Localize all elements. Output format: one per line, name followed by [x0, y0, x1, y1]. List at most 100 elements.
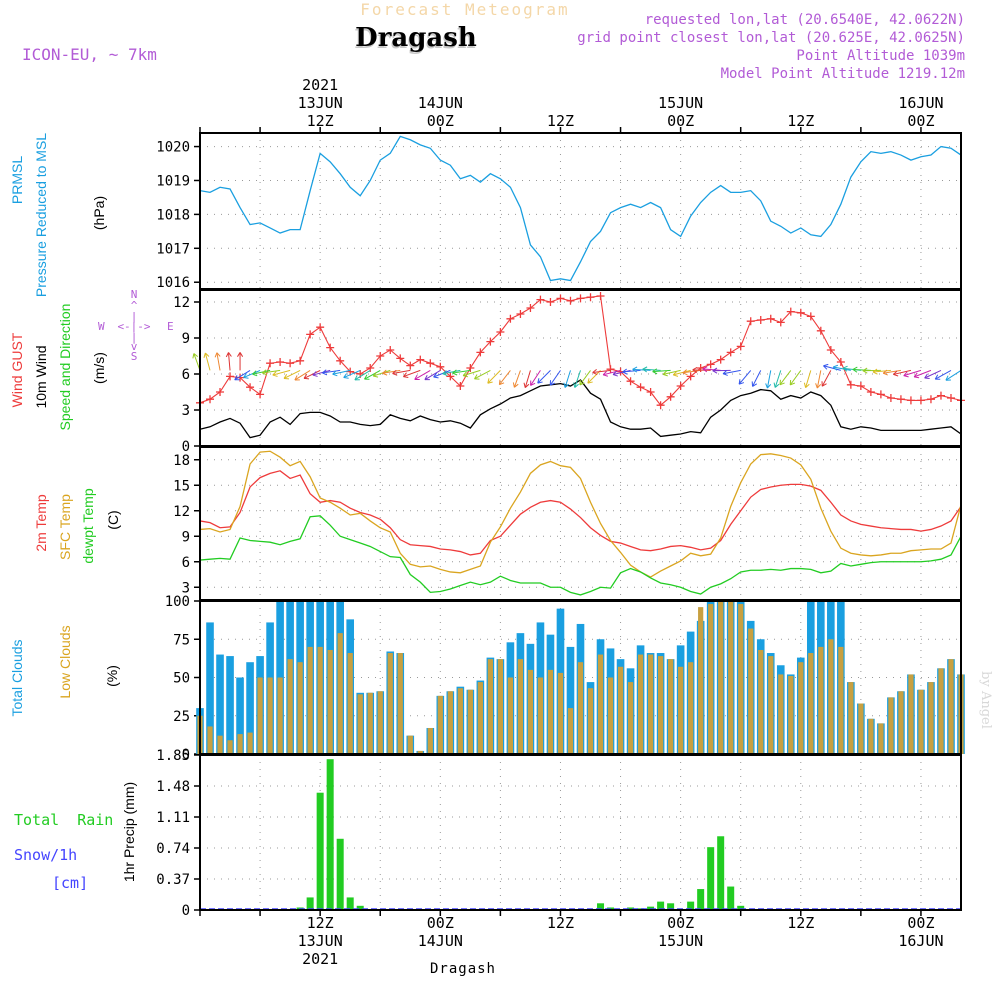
top-time-label: 13JUN	[298, 94, 343, 112]
wind-arrow-head	[372, 371, 379, 378]
wind-arrow-head	[332, 370, 338, 377]
wind-arrow-head	[862, 367, 868, 374]
panel-frame	[199, 446, 962, 601]
wind-arrow-head	[702, 366, 708, 373]
requested-coords: requested lon,lat (20.6540E, 42.0622N)	[645, 12, 965, 28]
y-tick-label: 1.11	[156, 810, 190, 826]
gust-marker	[256, 390, 265, 399]
low-cloud-bar	[658, 656, 664, 754]
top-time-label: 12Z	[547, 112, 574, 130]
gust-marker	[506, 314, 515, 323]
total-cloud-bar	[236, 677, 244, 754]
y-tick-label: 0	[182, 747, 190, 763]
low-cloud-bar	[858, 703, 864, 754]
wind-arrow	[823, 365, 841, 371]
gust-marker	[586, 293, 595, 302]
low-cloud-bar	[908, 674, 914, 754]
wind-arrow-head	[498, 379, 505, 386]
low-cloud-bar	[607, 677, 614, 754]
gust-marker	[806, 312, 815, 321]
low-cloud-bar	[257, 677, 263, 754]
low-cloud-bar	[808, 653, 814, 754]
gust-marker	[576, 294, 585, 303]
temp-unit: (C)	[105, 510, 121, 529]
gust-marker	[486, 337, 495, 346]
bottom-time-label: 13JUN	[298, 932, 343, 950]
y-tick-label: 1.48	[156, 779, 190, 795]
wind-arrow	[622, 369, 641, 373]
wind-arrow	[833, 366, 851, 371]
total-cloud-bar	[246, 662, 254, 754]
wind-arrow-head	[225, 352, 232, 358]
temp2m-line	[199, 470, 962, 556]
y-tick-label: 15	[173, 478, 190, 494]
wind-arrow-head	[934, 374, 941, 380]
panel-frame	[199, 132, 962, 290]
wind-arrow-head	[433, 372, 439, 379]
wind-arrow	[193, 353, 201, 371]
wind-arrow	[452, 369, 471, 374]
wind-arrow	[498, 370, 511, 385]
wind-arrow-head	[672, 370, 679, 377]
low-cloud-bar	[688, 662, 694, 754]
gust-marker	[646, 388, 655, 396]
low-cloud-bar	[848, 682, 854, 754]
wind-arrow-head	[573, 382, 579, 388]
gust-marker	[246, 383, 255, 392]
low-cloud-bar	[918, 689, 924, 754]
wind-arrow-head	[452, 369, 458, 376]
wind-arrow-head	[815, 383, 822, 389]
y-tick-label: 1017	[156, 241, 190, 257]
wind-arrow-head	[579, 379, 585, 386]
wind-arrow	[322, 369, 341, 374]
wind-arrow-head	[549, 380, 555, 386]
wind-arrow	[537, 370, 551, 384]
wind-arrow	[779, 370, 792, 386]
wind-arrow	[382, 369, 401, 374]
gust-marker	[816, 326, 825, 335]
pressure-msl-label: Pressure Reduced to MSL	[33, 133, 49, 297]
low-cloud-bar	[798, 662, 804, 754]
low-cloud-bar	[507, 677, 514, 754]
gust-marker	[516, 310, 525, 318]
wind-arrow-head	[832, 364, 839, 371]
wind-arrow	[924, 369, 942, 379]
low-cloud-bar	[597, 654, 604, 754]
low-cloud-bar	[637, 654, 644, 754]
gust-marker	[936, 391, 945, 400]
wind-arrow	[682, 369, 701, 374]
gust-marker	[656, 401, 665, 410]
y-tick-label: 1018	[156, 207, 190, 223]
wind-arrow-head	[237, 352, 244, 357]
y-tick-label: 18	[173, 453, 190, 469]
gust-marker	[456, 382, 465, 390]
gust-marker	[716, 355, 725, 364]
wind-arrow-head	[364, 374, 370, 380]
gust-line	[199, 295, 962, 406]
low-cloud-bar	[357, 694, 363, 754]
gust-marker	[606, 365, 615, 374]
wind-arrow-head	[587, 378, 593, 384]
bottom-time-label: 00Z	[427, 914, 454, 932]
wind-arrow	[252, 369, 271, 375]
top-time-label: 00Z	[667, 112, 694, 130]
wind-arrow	[364, 369, 381, 380]
low-cloud-bar	[828, 639, 834, 754]
wind-arrow-head	[682, 369, 688, 376]
wind-arrow-head	[789, 379, 796, 386]
cloud-unit: (%)	[104, 665, 120, 687]
low-cloud-bar	[397, 653, 403, 754]
low-cloud-bar	[778, 674, 784, 754]
wind-arrow	[913, 369, 932, 378]
compass-south: S	[131, 350, 138, 363]
location-title: Dragash	[355, 23, 477, 53]
wind-arrow-head	[692, 366, 698, 373]
wind-arrow	[294, 369, 311, 381]
wind-arrow-head	[382, 369, 388, 376]
gust-marker	[766, 314, 775, 323]
y-tick-label: 9	[182, 529, 190, 545]
wind-arrow	[524, 370, 531, 388]
low-cloud-bar	[647, 654, 654, 754]
gust-marker	[786, 307, 795, 316]
dewpt-line	[199, 515, 962, 596]
